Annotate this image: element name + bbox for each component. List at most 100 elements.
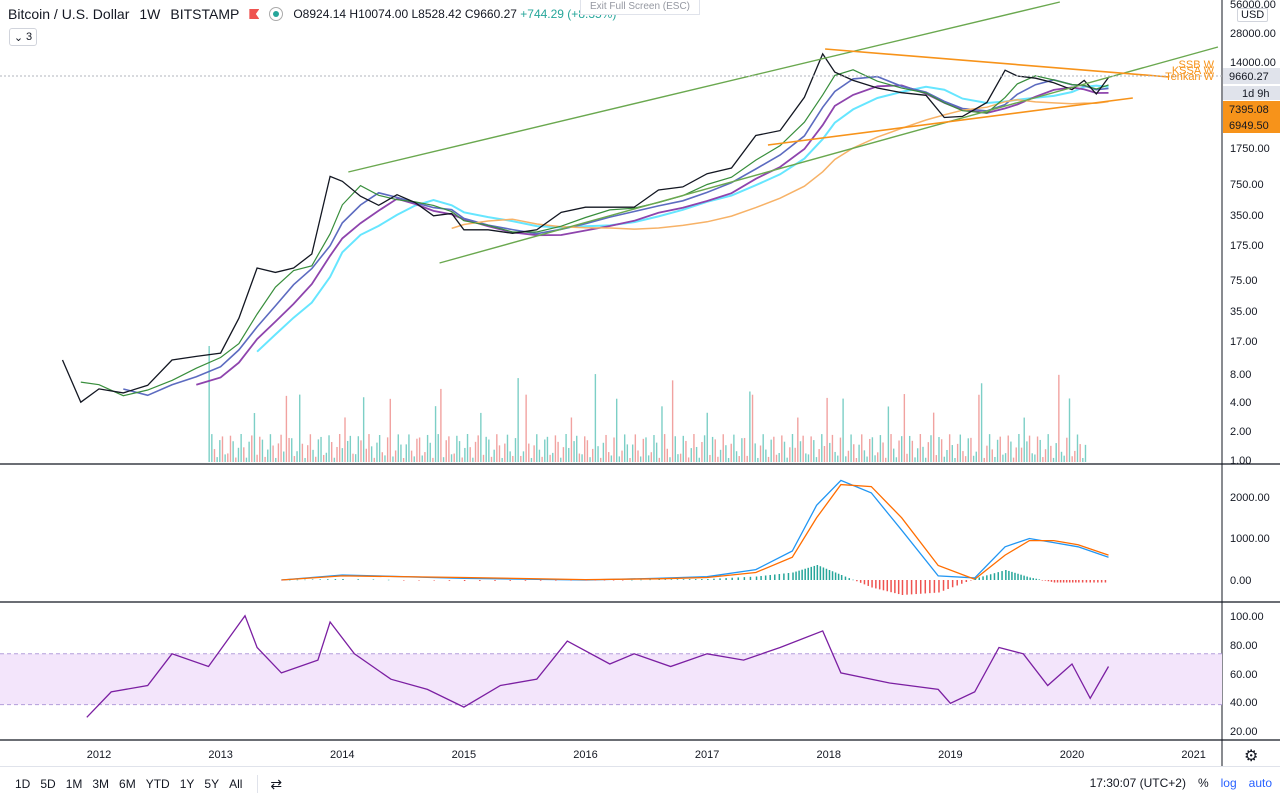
macd-histogram-bar bbox=[834, 572, 837, 580]
gear-icon[interactable]: ⚙ bbox=[1244, 748, 1259, 765]
macd-histogram-bar bbox=[844, 576, 847, 580]
tf-3m-button[interactable]: 3M bbox=[92, 777, 110, 791]
chevron-down-icon: ⌄ bbox=[13, 31, 24, 44]
clock-label[interactable]: 17:30:07 (UTC+2) bbox=[1089, 776, 1186, 790]
volume-bar bbox=[333, 457, 336, 462]
macd-histogram-bar bbox=[778, 574, 781, 580]
volume-bar bbox=[440, 388, 442, 462]
macd-histogram-bar bbox=[707, 579, 709, 580]
volume-bar bbox=[978, 394, 980, 462]
volume-bar bbox=[1063, 455, 1065, 462]
time-tick-label: 2013 bbox=[208, 749, 232, 761]
volume-bar bbox=[269, 434, 272, 462]
tf-5d-button[interactable]: 5D bbox=[40, 777, 56, 791]
indicators-collapse-button[interactable]: ⌄ 3 bbox=[9, 28, 37, 46]
volume-bar bbox=[1082, 457, 1084, 462]
macd-histogram-bar bbox=[915, 580, 917, 595]
macd-histogram-bar bbox=[807, 567, 809, 580]
volume-bar bbox=[871, 437, 874, 462]
price-tick-label: 14000.00 bbox=[1230, 57, 1276, 69]
volume-bar bbox=[291, 438, 293, 462]
bottom-toolbar: 1D 5D 1M 3M 6M YTD 1Y 5Y All ⇄ 17:30:07 … bbox=[0, 766, 1280, 801]
volume-bar bbox=[837, 455, 839, 462]
macd-histogram-bar bbox=[894, 580, 896, 594]
volume-bar bbox=[272, 445, 274, 462]
tf-1d-button[interactable]: 1D bbox=[15, 777, 31, 791]
macd-histogram-bar bbox=[989, 574, 992, 580]
volume-bar bbox=[717, 456, 719, 462]
volume-bar bbox=[975, 451, 977, 462]
tf-1m-button[interactable]: 1M bbox=[65, 777, 83, 791]
volume-bar bbox=[861, 434, 863, 462]
volume-bar bbox=[1050, 445, 1052, 462]
volume-bar bbox=[826, 397, 828, 462]
volume-bar bbox=[544, 439, 546, 462]
flag-icon[interactable] bbox=[249, 9, 260, 19]
macd-tick-label: 0.00 bbox=[1230, 575, 1251, 587]
tf-5y-button[interactable]: 5Y bbox=[204, 777, 220, 791]
volume-bar bbox=[927, 442, 930, 462]
volume-bar bbox=[719, 449, 722, 462]
trend-line-orange-lower bbox=[767, 97, 1133, 146]
volume-bar bbox=[698, 457, 700, 462]
trend-line-upper bbox=[348, 1, 1061, 173]
overlay-indicator-label: KSSA W bbox=[1172, 65, 1215, 77]
macd-histogram-bar bbox=[974, 578, 977, 580]
macd-histogram-bar bbox=[1008, 570, 1010, 580]
volume-bar bbox=[512, 455, 514, 462]
price-tick-label: 28000.00 bbox=[1230, 28, 1276, 40]
volume-bar bbox=[639, 456, 642, 462]
price-tick-label: 35.00 bbox=[1230, 306, 1258, 318]
currency-label[interactable]: USD bbox=[1237, 8, 1269, 22]
volume-bar bbox=[216, 457, 218, 462]
volume-bar bbox=[552, 452, 554, 462]
volume-bar bbox=[586, 440, 589, 462]
tf-all-button[interactable]: All bbox=[229, 777, 243, 791]
volume-bar bbox=[866, 456, 868, 462]
volume-bar bbox=[384, 455, 386, 462]
macd-histogram-bar bbox=[787, 573, 790, 580]
exit-full-screen-button[interactable]: Exit Full Screen (ESC) bbox=[580, 0, 700, 15]
volume-bar bbox=[839, 437, 842, 462]
macd-histogram-bar bbox=[289, 579, 291, 581]
volume-bar bbox=[954, 457, 956, 462]
volume-bar bbox=[709, 454, 711, 462]
macd-histogram-bar bbox=[433, 580, 435, 581]
volume-bar bbox=[530, 457, 533, 462]
macd-histogram-bar bbox=[701, 579, 703, 580]
ma-orange-line bbox=[451, 98, 1109, 230]
volume-bar bbox=[666, 448, 668, 462]
macd-histogram-bar bbox=[640, 579, 642, 581]
volume-bar bbox=[469, 447, 471, 462]
volume-bar bbox=[834, 451, 836, 462]
macd-histogram-bar bbox=[594, 580, 597, 581]
volume-bar bbox=[277, 443, 280, 462]
tf-6m-button[interactable]: 6M bbox=[119, 777, 136, 791]
volume-bar bbox=[823, 446, 826, 462]
log-scale-button[interactable]: log bbox=[1220, 776, 1237, 790]
tf-1y-button[interactable]: 1Y bbox=[179, 777, 195, 791]
volume-bar bbox=[584, 436, 586, 462]
volume-bar bbox=[695, 446, 698, 462]
macd-histogram-bar bbox=[479, 580, 481, 581]
orange-price-label: 6949.50 bbox=[1229, 120, 1269, 132]
go-to-date-icon[interactable]: ⇄ bbox=[270, 775, 283, 792]
volume-bar bbox=[221, 436, 224, 462]
volume-bar bbox=[634, 434, 637, 462]
tf-ytd-button[interactable]: YTD bbox=[145, 777, 170, 791]
interval-label[interactable]: 1W bbox=[139, 6, 161, 22]
volume-bar bbox=[749, 391, 751, 462]
macd-histogram-bar bbox=[856, 580, 858, 582]
percent-scale-button[interactable]: % bbox=[1197, 776, 1209, 790]
volume-bar bbox=[693, 434, 695, 462]
auto-scale-button[interactable]: auto bbox=[1248, 776, 1272, 790]
macd-histogram-bar bbox=[993, 573, 996, 580]
time-tick-label: 2018 bbox=[817, 749, 841, 761]
macd-histogram-bar bbox=[357, 579, 359, 580]
macd-histogram-bar bbox=[859, 580, 862, 583]
volume-bar bbox=[330, 442, 333, 462]
symbol-name[interactable]: Bitcoin / U.S. Dollar bbox=[8, 6, 130, 22]
macd-histogram-bar bbox=[848, 578, 851, 580]
macd-histogram-bar bbox=[897, 580, 900, 595]
